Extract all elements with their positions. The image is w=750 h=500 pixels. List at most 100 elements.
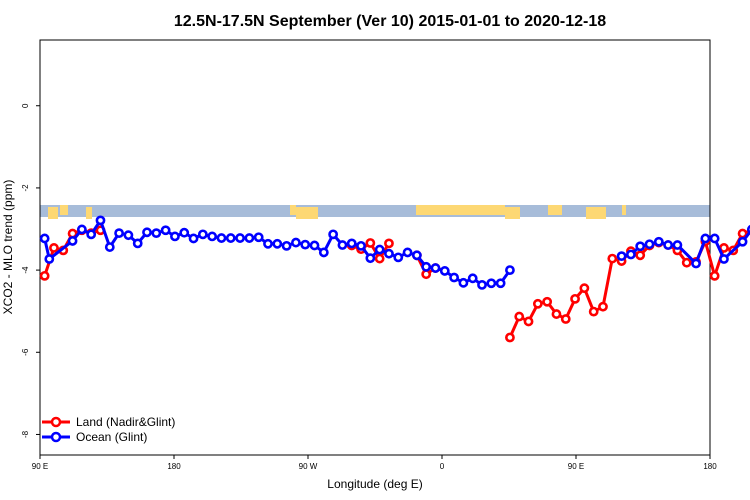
data-point bbox=[384, 248, 394, 259]
data-point bbox=[384, 238, 394, 249]
data-point bbox=[253, 232, 264, 243]
data-point bbox=[467, 273, 478, 284]
x-tick-label: 0 bbox=[440, 462, 445, 471]
data-point bbox=[477, 279, 487, 290]
y-tick-label: -2 bbox=[21, 184, 30, 192]
y-axis: 0 -2 -4 -6 -8 bbox=[21, 103, 40, 438]
data-point bbox=[439, 266, 450, 276]
data-point bbox=[160, 225, 171, 236]
land-patch bbox=[548, 205, 562, 215]
y-axis-label: XCO2 - MLO trend (ppm) bbox=[1, 180, 15, 315]
x-tick-label: 90 E bbox=[32, 462, 48, 471]
surface-type-band bbox=[40, 205, 710, 219]
series-ocean bbox=[39, 215, 750, 290]
data-point bbox=[709, 270, 720, 281]
data-point bbox=[672, 240, 683, 250]
data-point bbox=[179, 227, 190, 238]
x-axis-label: Longitude (deg E) bbox=[327, 477, 422, 491]
data-point bbox=[374, 244, 385, 255]
data-point bbox=[374, 253, 385, 264]
data-point bbox=[626, 249, 636, 260]
land-patch bbox=[416, 205, 505, 215]
data-point bbox=[560, 314, 571, 324]
data-point bbox=[207, 231, 218, 242]
legend-land-marker bbox=[50, 416, 62, 428]
data-point bbox=[225, 233, 236, 243]
data-point bbox=[281, 240, 292, 251]
series-layer bbox=[39, 215, 750, 343]
land-patch bbox=[60, 205, 68, 215]
legend: Land (Nadir&Glint) Ocean (Glint) bbox=[42, 415, 175, 444]
data-point bbox=[235, 233, 245, 243]
data-point bbox=[123, 230, 134, 241]
y-tick-label: 0 bbox=[21, 103, 30, 108]
data-point bbox=[607, 253, 618, 264]
x-axis: 90 E 180 90 W 0 90 E 180 bbox=[32, 455, 717, 471]
y-tick-label: -6 bbox=[21, 348, 30, 356]
x-tick-label: 180 bbox=[167, 462, 181, 471]
data-point bbox=[635, 250, 646, 261]
land-patch bbox=[48, 207, 58, 219]
data-point bbox=[681, 257, 692, 268]
data-point bbox=[653, 236, 664, 247]
x-tick-label: 90 E bbox=[568, 462, 584, 471]
data-point bbox=[328, 229, 339, 240]
data-point bbox=[570, 293, 580, 304]
plot-frame bbox=[39, 39, 711, 456]
y-tick-label: -8 bbox=[21, 430, 30, 438]
data-point bbox=[197, 229, 208, 240]
data-point bbox=[663, 240, 674, 250]
data-point bbox=[300, 239, 311, 250]
data-point bbox=[709, 233, 720, 244]
data-point bbox=[505, 332, 515, 343]
data-point bbox=[76, 224, 87, 235]
land-patch bbox=[586, 207, 606, 219]
data-point bbox=[449, 272, 459, 283]
data-point bbox=[411, 250, 422, 261]
data-point bbox=[458, 277, 469, 288]
data-point bbox=[598, 301, 608, 312]
data-point bbox=[39, 233, 50, 244]
data-point bbox=[700, 233, 711, 244]
data-point bbox=[430, 263, 441, 273]
data-point bbox=[532, 298, 543, 309]
x-tick-label: 90 W bbox=[299, 462, 318, 471]
x-tick-label: 180 bbox=[703, 462, 717, 471]
data-point bbox=[719, 254, 729, 264]
legend-ocean-marker bbox=[50, 431, 62, 443]
data-point bbox=[365, 253, 376, 264]
land-patch bbox=[505, 207, 520, 219]
land-patch bbox=[290, 205, 296, 215]
data-point bbox=[346, 238, 357, 249]
data-point bbox=[486, 278, 497, 289]
legend-land-label: Land (Nadir&Glint) bbox=[76, 415, 175, 429]
data-point bbox=[337, 240, 348, 250]
data-point bbox=[44, 254, 55, 264]
data-point bbox=[151, 228, 162, 239]
data-point bbox=[291, 237, 301, 248]
data-point bbox=[616, 251, 627, 262]
data-point bbox=[263, 238, 273, 249]
data-point bbox=[402, 247, 413, 258]
data-point bbox=[579, 283, 590, 294]
y-tick-label: -4 bbox=[21, 266, 30, 274]
data-point bbox=[272, 238, 283, 249]
data-point bbox=[737, 236, 748, 247]
data-point bbox=[104, 242, 115, 252]
ocean-band bbox=[40, 205, 710, 217]
data-point bbox=[188, 233, 199, 244]
data-point bbox=[635, 241, 646, 252]
series-line bbox=[508, 229, 750, 339]
data-point bbox=[244, 233, 255, 243]
data-point bbox=[49, 243, 59, 253]
chart-title: 12.5N-17.5N September (Ver 10) 2015-01-0… bbox=[174, 13, 606, 30]
data-point bbox=[170, 231, 180, 242]
land-patch bbox=[86, 207, 92, 219]
data-point bbox=[495, 278, 506, 289]
data-point bbox=[523, 316, 534, 327]
data-point bbox=[142, 227, 152, 238]
data-point bbox=[542, 296, 553, 307]
data-point bbox=[39, 270, 50, 281]
data-point bbox=[132, 238, 143, 249]
